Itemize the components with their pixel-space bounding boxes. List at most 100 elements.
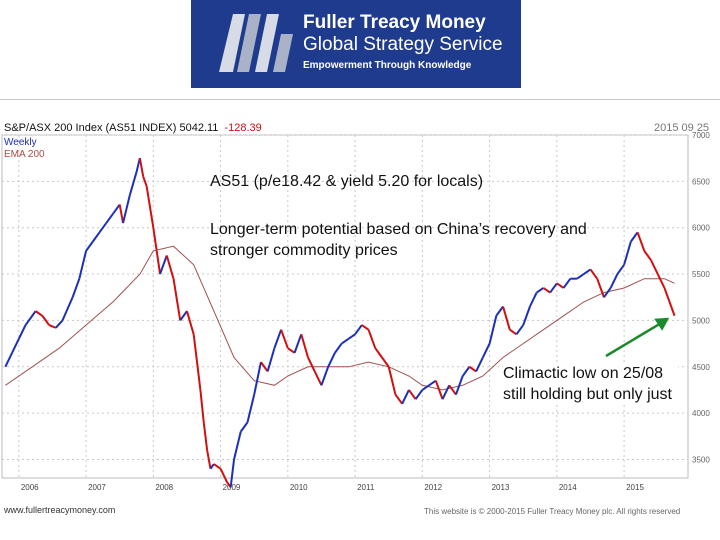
price-segment (61, 296, 74, 321)
price-segment (41, 315, 50, 326)
price-segment (408, 389, 417, 400)
price-segment (213, 463, 222, 470)
x-tick-label: 2007 (88, 483, 106, 492)
price-segment (266, 347, 276, 372)
price-segment (428, 379, 437, 387)
price-segment (609, 273, 619, 289)
price-segment (128, 171, 138, 196)
footer-copyright: This website is © 2000-2015 Fuller Treac… (424, 507, 681, 516)
price-segment (354, 324, 363, 335)
y-tick-label: 4000 (692, 409, 710, 418)
x-tick-label: 2015 (626, 483, 644, 492)
price-segment (313, 370, 323, 386)
brand-banner: Fuller Treacy Money Global Strategy Serv… (191, 0, 521, 88)
price-segment (623, 241, 632, 266)
price-segment (85, 241, 94, 252)
x-tick-label: 2011 (357, 483, 375, 492)
y-tick-label: 5500 (692, 270, 710, 279)
price-segment (542, 287, 551, 294)
brand-service: Global Strategy Service (303, 34, 503, 55)
price-segment (202, 422, 209, 451)
price-segment (138, 157, 145, 177)
price-segment (549, 282, 558, 294)
price-segment (122, 195, 131, 224)
x-tick-label: 2010 (290, 483, 308, 492)
price-segment (273, 329, 283, 349)
price-segment (253, 361, 262, 395)
annotation-thesis: Longer-term potential based on China’s r… (210, 221, 587, 259)
price-segment (488, 315, 498, 344)
price-segment (320, 366, 330, 386)
annotation-arrow (605, 320, 664, 358)
price-segment (394, 393, 403, 405)
price-segment (112, 203, 121, 215)
price-segment (233, 431, 242, 460)
price-segment (481, 343, 491, 358)
price-segment (643, 250, 652, 261)
price-segment (209, 463, 215, 470)
price-segment (105, 213, 114, 224)
y-tick-label: 5000 (692, 316, 710, 325)
price-segment (441, 384, 451, 400)
arrow-head (654, 317, 670, 331)
index-change: -128.39 (224, 122, 262, 134)
price-segment (596, 278, 605, 298)
price-segment (145, 185, 155, 228)
y-tick-label: 7000 (692, 131, 710, 140)
plot-frame (1, 134, 689, 479)
price-segment (280, 329, 289, 349)
index-title: S&P/ASX 200 Index (AS51 INDEX) 5042.11 (4, 122, 219, 134)
price-segment (347, 333, 356, 340)
price-segment (78, 250, 88, 279)
brand-tagline: Empowerment Through Knowledge (303, 60, 472, 71)
annotation-valuation: AS51 (p/e18.42 & yield 5.20 for locals) (210, 173, 484, 190)
price-segment (300, 334, 309, 358)
price-segment (515, 324, 525, 335)
price-segment (152, 227, 158, 252)
price-segment (461, 366, 471, 377)
price-segment (334, 342, 343, 354)
price-segment (155, 250, 162, 275)
price-segment (656, 273, 666, 289)
price-segment (448, 384, 457, 396)
price-segment (663, 287, 673, 307)
price-segment (165, 255, 175, 279)
price-segment (576, 273, 585, 280)
x-tick-label: 2014 (559, 483, 577, 492)
price-segment (71, 278, 81, 298)
legend-ema: EMA 200 (4, 149, 45, 160)
x-tick-label: 2008 (155, 483, 173, 492)
footer-website[interactable]: www.fullertreacymoney.com (4, 505, 116, 515)
price-segment (421, 384, 430, 391)
price-segment (206, 450, 212, 469)
price-segment (387, 366, 397, 395)
price-segment (17, 324, 27, 340)
price-segment (341, 338, 349, 345)
price-segment (11, 338, 20, 354)
price-segment (529, 292, 538, 307)
price-segment (468, 365, 477, 373)
annotation-low: Climactic low on 25/08 still holding but… (503, 363, 678, 405)
price-segment (4, 352, 13, 368)
price-segment (293, 333, 303, 354)
price-segment (260, 361, 269, 372)
price-segment (495, 305, 504, 317)
y-tick-label: 6500 (692, 177, 710, 186)
price-segment (118, 204, 125, 224)
price-segment (192, 334, 202, 391)
price-segment (502, 306, 511, 330)
price-segment (55, 319, 64, 329)
price-segment (185, 310, 195, 335)
divider (0, 99, 720, 100)
price-segment (616, 264, 625, 275)
y-tick-label: 4500 (692, 363, 710, 372)
price-segment (307, 357, 316, 372)
price-segment (172, 278, 182, 321)
price-segment (35, 310, 43, 317)
price-segment (367, 329, 377, 349)
chart-date: 2015 09 25 (654, 122, 710, 134)
legend-weekly: Weekly (4, 137, 37, 148)
chart-title: S&P/ASX 200 Index (AS51 INDEX) 5042.11 -1… (4, 122, 262, 134)
logo-icon (219, 14, 293, 72)
